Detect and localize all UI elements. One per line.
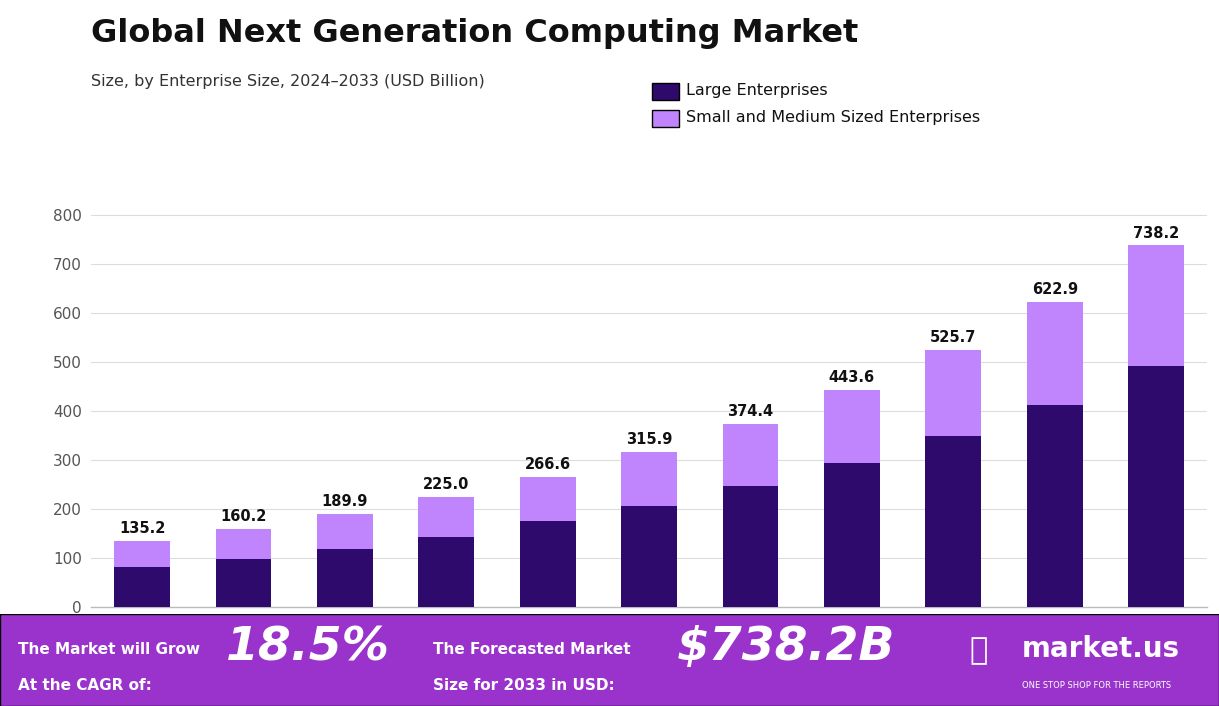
Bar (824, 390, 880, 462)
Bar (216, 529, 272, 559)
Text: $738.2B: $738.2B (677, 626, 895, 670)
Bar (1129, 366, 1184, 607)
Text: 18.5%: 18.5% (226, 626, 390, 670)
Text: 738.2: 738.2 (1132, 225, 1179, 241)
Text: 622.9: 622.9 (1031, 282, 1078, 297)
Text: 135.2: 135.2 (119, 521, 166, 536)
Bar (925, 436, 981, 607)
Bar (216, 559, 272, 607)
Text: market.us: market.us (1022, 635, 1180, 663)
Text: 525.7: 525.7 (930, 330, 976, 345)
Text: At the CAGR of:: At the CAGR of: (18, 678, 152, 693)
Bar (622, 505, 677, 607)
Bar (418, 497, 474, 537)
Text: ONE STOP SHOP FOR THE REPORTS: ONE STOP SHOP FOR THE REPORTS (1022, 681, 1170, 690)
Bar (115, 541, 169, 567)
Text: Global Next Generation Computing Market: Global Next Generation Computing Market (91, 18, 858, 49)
Bar (519, 522, 575, 607)
Bar (519, 477, 575, 522)
Text: Size, by Enterprise Size, 2024–2033 (USD Billion): Size, by Enterprise Size, 2024–2033 (USD… (91, 74, 485, 89)
Text: Large Enterprises: Large Enterprises (686, 83, 828, 98)
Text: The Forecasted Market: The Forecasted Market (433, 642, 630, 657)
FancyBboxPatch shape (0, 614, 1219, 706)
Bar (622, 453, 677, 505)
Bar (723, 424, 779, 486)
Bar (925, 349, 981, 436)
Text: 374.4: 374.4 (728, 404, 774, 419)
Bar (1026, 302, 1082, 405)
Text: Small and Medium Sized Enterprises: Small and Medium Sized Enterprises (686, 110, 980, 125)
Text: 266.6: 266.6 (524, 457, 570, 472)
Bar (317, 549, 373, 607)
Text: 189.9: 189.9 (322, 494, 368, 509)
Text: 225.0: 225.0 (423, 477, 469, 492)
Text: The Market will Grow: The Market will Grow (18, 642, 200, 657)
Text: 315.9: 315.9 (625, 433, 673, 448)
Bar (824, 462, 880, 607)
Bar (418, 537, 474, 607)
Bar (1026, 405, 1082, 607)
Bar (115, 567, 169, 607)
Bar (317, 514, 373, 549)
Bar (1129, 246, 1184, 366)
Text: Ⓝ: Ⓝ (969, 636, 987, 666)
Text: Size for 2033 in USD:: Size for 2033 in USD: (433, 678, 614, 693)
Bar (723, 486, 779, 607)
Text: 160.2: 160.2 (221, 509, 267, 524)
Text: 443.6: 443.6 (829, 370, 875, 385)
